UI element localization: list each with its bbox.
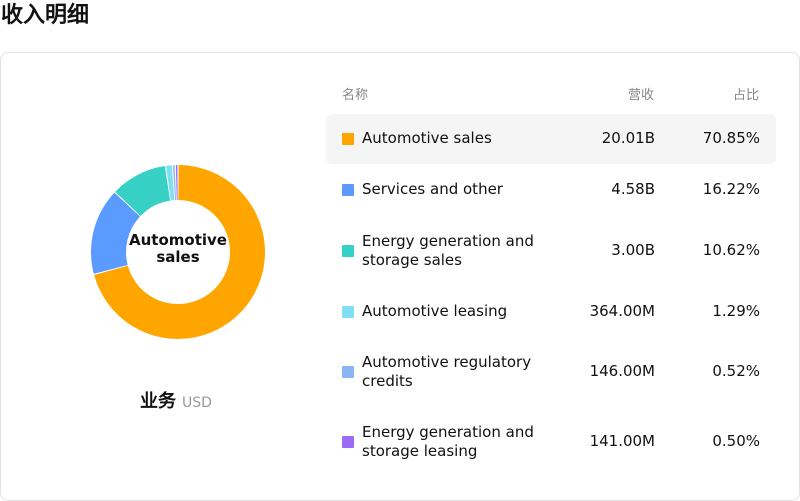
donut-center-label: Automotive sales <box>129 231 227 266</box>
legend-swatch <box>342 306 354 318</box>
legend-swatch <box>342 133 354 145</box>
donut-slice[interactable] <box>94 165 265 339</box>
row-revenue: 146.00M <box>589 362 655 380</box>
row-name: Automotive sales <box>362 129 492 147</box>
row-name: Automotive regulatory credits <box>362 353 532 390</box>
chart-caption-title: 业务 <box>140 391 177 412</box>
row-name: Services and other <box>362 180 503 198</box>
donut-slice[interactable] <box>166 165 175 201</box>
donut-slice[interactable] <box>115 166 171 216</box>
row-name: Energy generation and storage leasing <box>362 423 534 460</box>
table-row[interactable]: Energy generation and storage sales 3.00B… <box>326 216 776 286</box>
chart-caption: 业务 USD <box>1 387 351 413</box>
donut-chart[interactable]: Automotive sales <box>91 165 265 339</box>
column-header-name: 名称 <box>342 88 369 103</box>
row-share: 0.50% <box>712 432 760 450</box>
column-header-share: 占比 <box>732 88 759 103</box>
legend-swatch <box>342 436 354 448</box>
row-revenue: 20.01B <box>601 129 655 147</box>
row-revenue: 141.00M <box>589 432 655 450</box>
revenue-card: Automotive sales 业务 USD 名称 营收 占比 Automoti… <box>0 52 800 501</box>
row-share: 1.29% <box>712 302 760 320</box>
row-revenue: 364.00M <box>589 302 655 320</box>
legend-swatch <box>342 245 354 257</box>
donut-svg <box>91 165 265 339</box>
row-revenue: 4.58B <box>611 180 655 198</box>
table-row[interactable]: Automotive regulatory credits 146.00M 0.52… <box>326 337 776 407</box>
column-header-revenue: 营收 <box>627 88 654 103</box>
table-row[interactable]: Automotive sales 20.01B 70.85% <box>326 114 776 164</box>
row-name: Automotive leasing <box>362 302 508 320</box>
row-share: 0.52% <box>712 362 760 380</box>
row-share: 70.85% <box>702 129 760 147</box>
table-row[interactable]: Energy generation and storage leasing 141… <box>326 407 776 477</box>
row-share: 16.22% <box>702 180 760 198</box>
table-row[interactable]: Automotive leasing 364.00M 1.29% <box>326 287 776 337</box>
donut-slice[interactable] <box>173 165 177 201</box>
donut-slice[interactable] <box>175 165 178 201</box>
row-share: 10.62% <box>702 241 760 259</box>
page-title: 收入明细 <box>1 3 90 28</box>
legend-swatch <box>342 184 354 196</box>
table-row[interactable]: Services and other 4.58B 16.22% <box>326 165 776 215</box>
row-revenue: 3.00B <box>611 241 655 259</box>
chart-caption-unit: USD <box>182 395 212 411</box>
donut-slice[interactable] <box>91 192 141 274</box>
legend-swatch <box>342 366 354 378</box>
row-name: Energy generation and storage sales <box>362 232 534 269</box>
